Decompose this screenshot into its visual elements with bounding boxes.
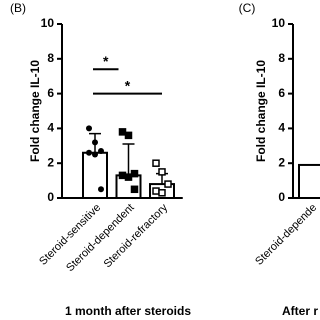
point — [92, 151, 98, 158]
point — [152, 187, 160, 195]
panel-label: (B) — [10, 1, 26, 15]
point — [86, 149, 92, 156]
point — [124, 173, 133, 181]
y-tick-label: 10 — [272, 16, 286, 30]
point — [130, 169, 139, 178]
y-axis-title: Fold change IL-10 — [28, 60, 42, 162]
x-tick-label: Steroid-depende — [253, 202, 319, 268]
point — [98, 186, 104, 193]
y-tick-label: 0 — [278, 190, 285, 204]
y-tick-label: 8 — [278, 51, 285, 65]
bar — [82, 151, 108, 199]
y-tick-label: 8 — [47, 51, 54, 65]
y-tick-label: 6 — [47, 86, 54, 100]
point — [130, 185, 139, 194]
x-axis-title: 1 month after steroids — [65, 304, 191, 318]
point — [124, 131, 133, 140]
point — [92, 139, 98, 146]
point — [86, 125, 92, 132]
error-bar — [122, 143, 135, 176]
point — [152, 159, 160, 167]
point — [158, 168, 166, 176]
y-tick-label: 0 — [47, 190, 54, 204]
y-tick-label: 6 — [278, 86, 285, 100]
point — [118, 171, 127, 180]
y-tick-label: 2 — [278, 155, 285, 169]
x-tick-label: Steroid-sensitive — [37, 202, 103, 268]
significance-label: * — [125, 77, 131, 93]
point — [158, 189, 166, 197]
y-tick-label: 4 — [47, 121, 54, 135]
y-tick-label: 4 — [278, 121, 285, 135]
bar — [298, 163, 320, 200]
point — [164, 180, 172, 188]
y-axis-title: Fold change IL-10 — [254, 60, 268, 162]
x-axis-title: After r — [282, 304, 318, 318]
significance-label: * — [103, 53, 109, 69]
point — [98, 148, 104, 155]
point — [118, 128, 127, 136]
y-tick-label: 2 — [47, 155, 54, 169]
y-tick-label: 10 — [41, 16, 55, 30]
x-tick-label: Steroid-refractory — [102, 201, 171, 270]
panel-label: (C) — [239, 1, 256, 15]
